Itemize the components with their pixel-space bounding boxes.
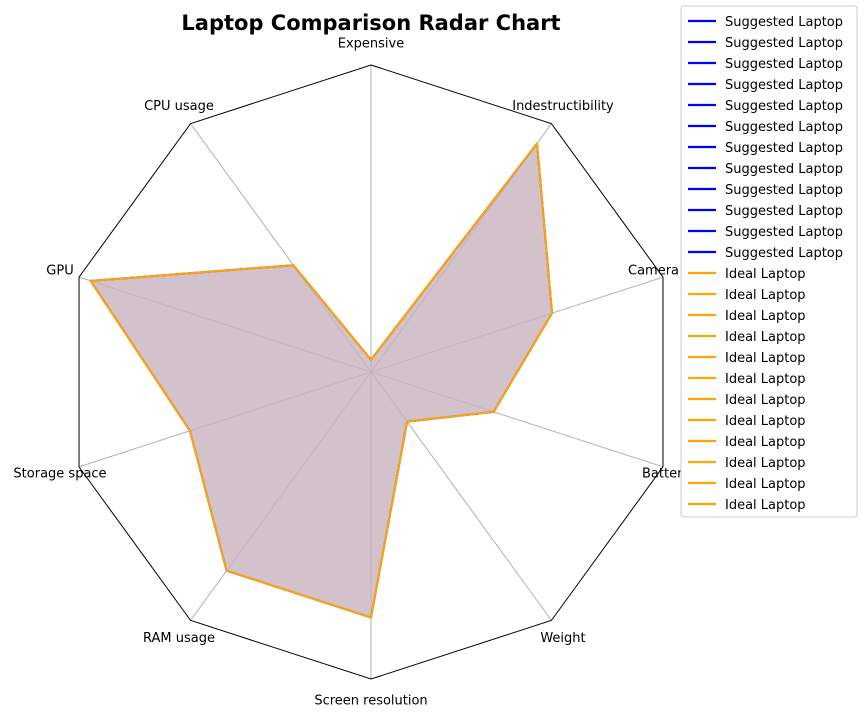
legend-label: Suggested Laptop — [725, 204, 843, 219]
radar-series — [89, 142, 554, 619]
grid-outline — [78, 64, 664, 680]
series-ideal-laptop — [89, 142, 554, 619]
legend-label: Suggested Laptop — [725, 162, 843, 177]
legend-label: Suggested Laptop — [725, 225, 843, 240]
chart-title: Laptop Comparison Radar Chart — [181, 11, 560, 35]
legend-label: Suggested Laptop — [725, 141, 843, 156]
legend-label: Ideal Laptop — [725, 267, 806, 282]
legend-label: Suggested Laptop — [725, 78, 843, 93]
axis-label: Storage space — [13, 467, 106, 482]
legend-label: Ideal Laptop — [725, 414, 806, 429]
axis-label: Screen resolution — [314, 693, 427, 708]
axis-label: Expensive — [338, 37, 404, 52]
axis-label: GPU — [46, 263, 73, 278]
legend-box — [680, 5, 858, 518]
legend-label: Ideal Laptop — [725, 498, 806, 513]
axis-label: Indestructibility — [512, 99, 614, 114]
legend-label: Ideal Laptop — [725, 309, 806, 324]
legend-label: Suggested Laptop — [725, 120, 843, 135]
legend-label: Ideal Laptop — [725, 372, 806, 387]
axis-label: Weight — [540, 631, 585, 646]
axis-label: CPU usage — [144, 99, 214, 114]
legend-label: Ideal Laptop — [725, 288, 806, 303]
legend-label: Suggested Laptop — [725, 36, 843, 51]
legend-label: Suggested Laptop — [725, 99, 843, 114]
legend: Suggested Laptop Suggested Laptop Suggeste… — [680, 5, 858, 518]
legend-label: Suggested Laptop — [725, 183, 843, 198]
legend-label: Ideal Laptop — [725, 477, 806, 492]
axis-label: RAM usage — [143, 631, 215, 646]
legend-label: Ideal Laptop — [725, 351, 806, 366]
legend-label: Ideal Laptop — [725, 456, 806, 471]
legend-label: Ideal Laptop — [725, 330, 806, 345]
legend-label: Suggested Laptop — [725, 57, 843, 72]
legend-label: Suggested Laptop — [725, 15, 843, 30]
legend-label: Ideal Laptop — [725, 393, 806, 408]
legend-label: Suggested Laptop — [725, 246, 843, 261]
legend-label: Ideal Laptop — [725, 435, 806, 450]
